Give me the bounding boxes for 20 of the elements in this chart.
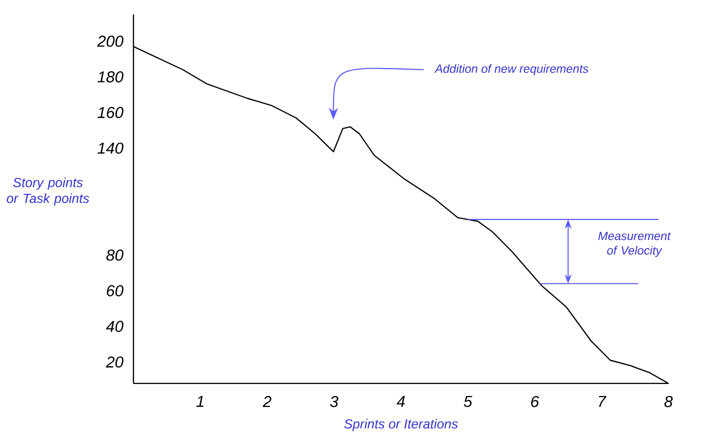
y-tick-label: 20	[106, 356, 124, 368]
x-axis-title: Sprints or Iterations	[344, 419, 458, 432]
annotation: Measurement of Velocity	[598, 232, 671, 258]
y-tick-label: 60	[106, 285, 124, 296]
x-tick-label: 7	[598, 396, 606, 408]
y-tick-label: 180	[98, 71, 124, 83]
y-tick-label: 80	[106, 250, 124, 261]
x-tick-label: 1	[196, 396, 204, 408]
y-axis-title: Story points or Task points	[6, 178, 90, 206]
y-tick-label: 40	[106, 320, 124, 332]
x-tick-label: 2	[262, 396, 272, 408]
x-tick-label: 3	[330, 396, 338, 408]
annotation: Addition of new requirements	[434, 64, 588, 76]
y-tick-label: 200	[97, 36, 124, 47]
x-tick-label: 8	[664, 396, 673, 408]
y-tick-label: 160	[98, 107, 124, 118]
x-tick-label: 6	[531, 396, 540, 408]
y-tick-label: 140	[98, 142, 124, 154]
x-tick-label: 4	[396, 396, 405, 408]
x-tick-label: 5	[464, 396, 472, 408]
